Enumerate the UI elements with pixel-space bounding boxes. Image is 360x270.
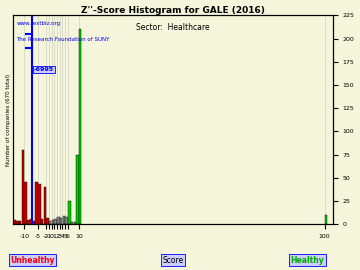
Bar bbox=[49, 221, 51, 224]
Y-axis label: Number of companies (670 total): Number of companies (670 total) bbox=[5, 74, 10, 166]
Title: Z''-Score Histogram for GALE (2016): Z''-Score Histogram for GALE (2016) bbox=[81, 6, 265, 15]
Bar bbox=[22, 150, 24, 224]
Bar bbox=[325, 215, 327, 224]
Bar bbox=[41, 219, 43, 224]
Text: Score: Score bbox=[162, 256, 184, 265]
Bar bbox=[60, 218, 62, 224]
Bar bbox=[30, 219, 32, 224]
Text: The Research Foundation of SUNY: The Research Foundation of SUNY bbox=[17, 37, 110, 42]
Text: www.textbiz.org: www.textbiz.org bbox=[17, 21, 60, 26]
Bar bbox=[63, 216, 65, 224]
Bar bbox=[68, 201, 71, 224]
Bar bbox=[38, 184, 41, 224]
Bar bbox=[46, 218, 49, 224]
Bar bbox=[44, 187, 46, 224]
Text: Healthy: Healthy bbox=[291, 256, 324, 265]
Bar bbox=[52, 220, 54, 224]
Bar bbox=[79, 29, 81, 224]
Bar bbox=[73, 222, 76, 224]
Bar bbox=[66, 217, 68, 224]
Text: Unhealthy: Unhealthy bbox=[10, 256, 55, 265]
Bar bbox=[57, 217, 60, 224]
Bar bbox=[27, 220, 30, 224]
Bar bbox=[19, 221, 21, 224]
Bar bbox=[71, 222, 73, 224]
Bar bbox=[54, 219, 57, 224]
Bar bbox=[13, 220, 16, 224]
Bar bbox=[76, 155, 79, 224]
Bar bbox=[33, 221, 35, 224]
Bar bbox=[35, 183, 38, 224]
Bar bbox=[24, 183, 27, 224]
Text: Sector:  Healthcare: Sector: Healthcare bbox=[136, 23, 210, 32]
Text: -6995: -6995 bbox=[34, 67, 54, 72]
Bar bbox=[16, 221, 19, 224]
